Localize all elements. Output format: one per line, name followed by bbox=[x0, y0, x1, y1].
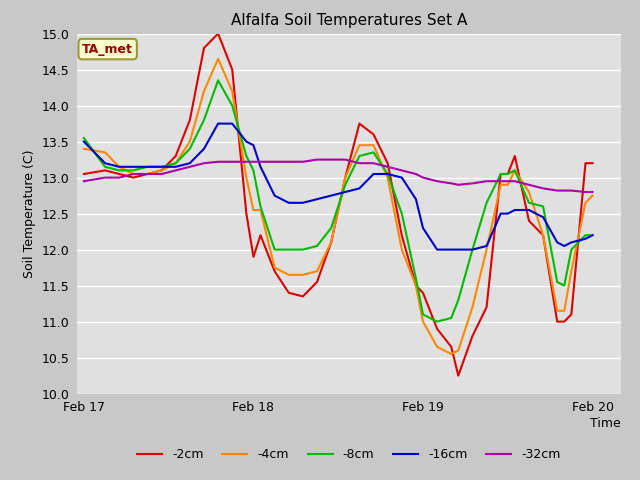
Text: TA_met: TA_met bbox=[82, 43, 133, 56]
Title: Alfalfa Soil Temperatures Set A: Alfalfa Soil Temperatures Set A bbox=[230, 13, 467, 28]
Y-axis label: Soil Temperature (C): Soil Temperature (C) bbox=[23, 149, 36, 278]
Legend: -2cm, -4cm, -8cm, -16cm, -32cm: -2cm, -4cm, -8cm, -16cm, -32cm bbox=[132, 443, 566, 466]
X-axis label: Time: Time bbox=[590, 417, 621, 430]
